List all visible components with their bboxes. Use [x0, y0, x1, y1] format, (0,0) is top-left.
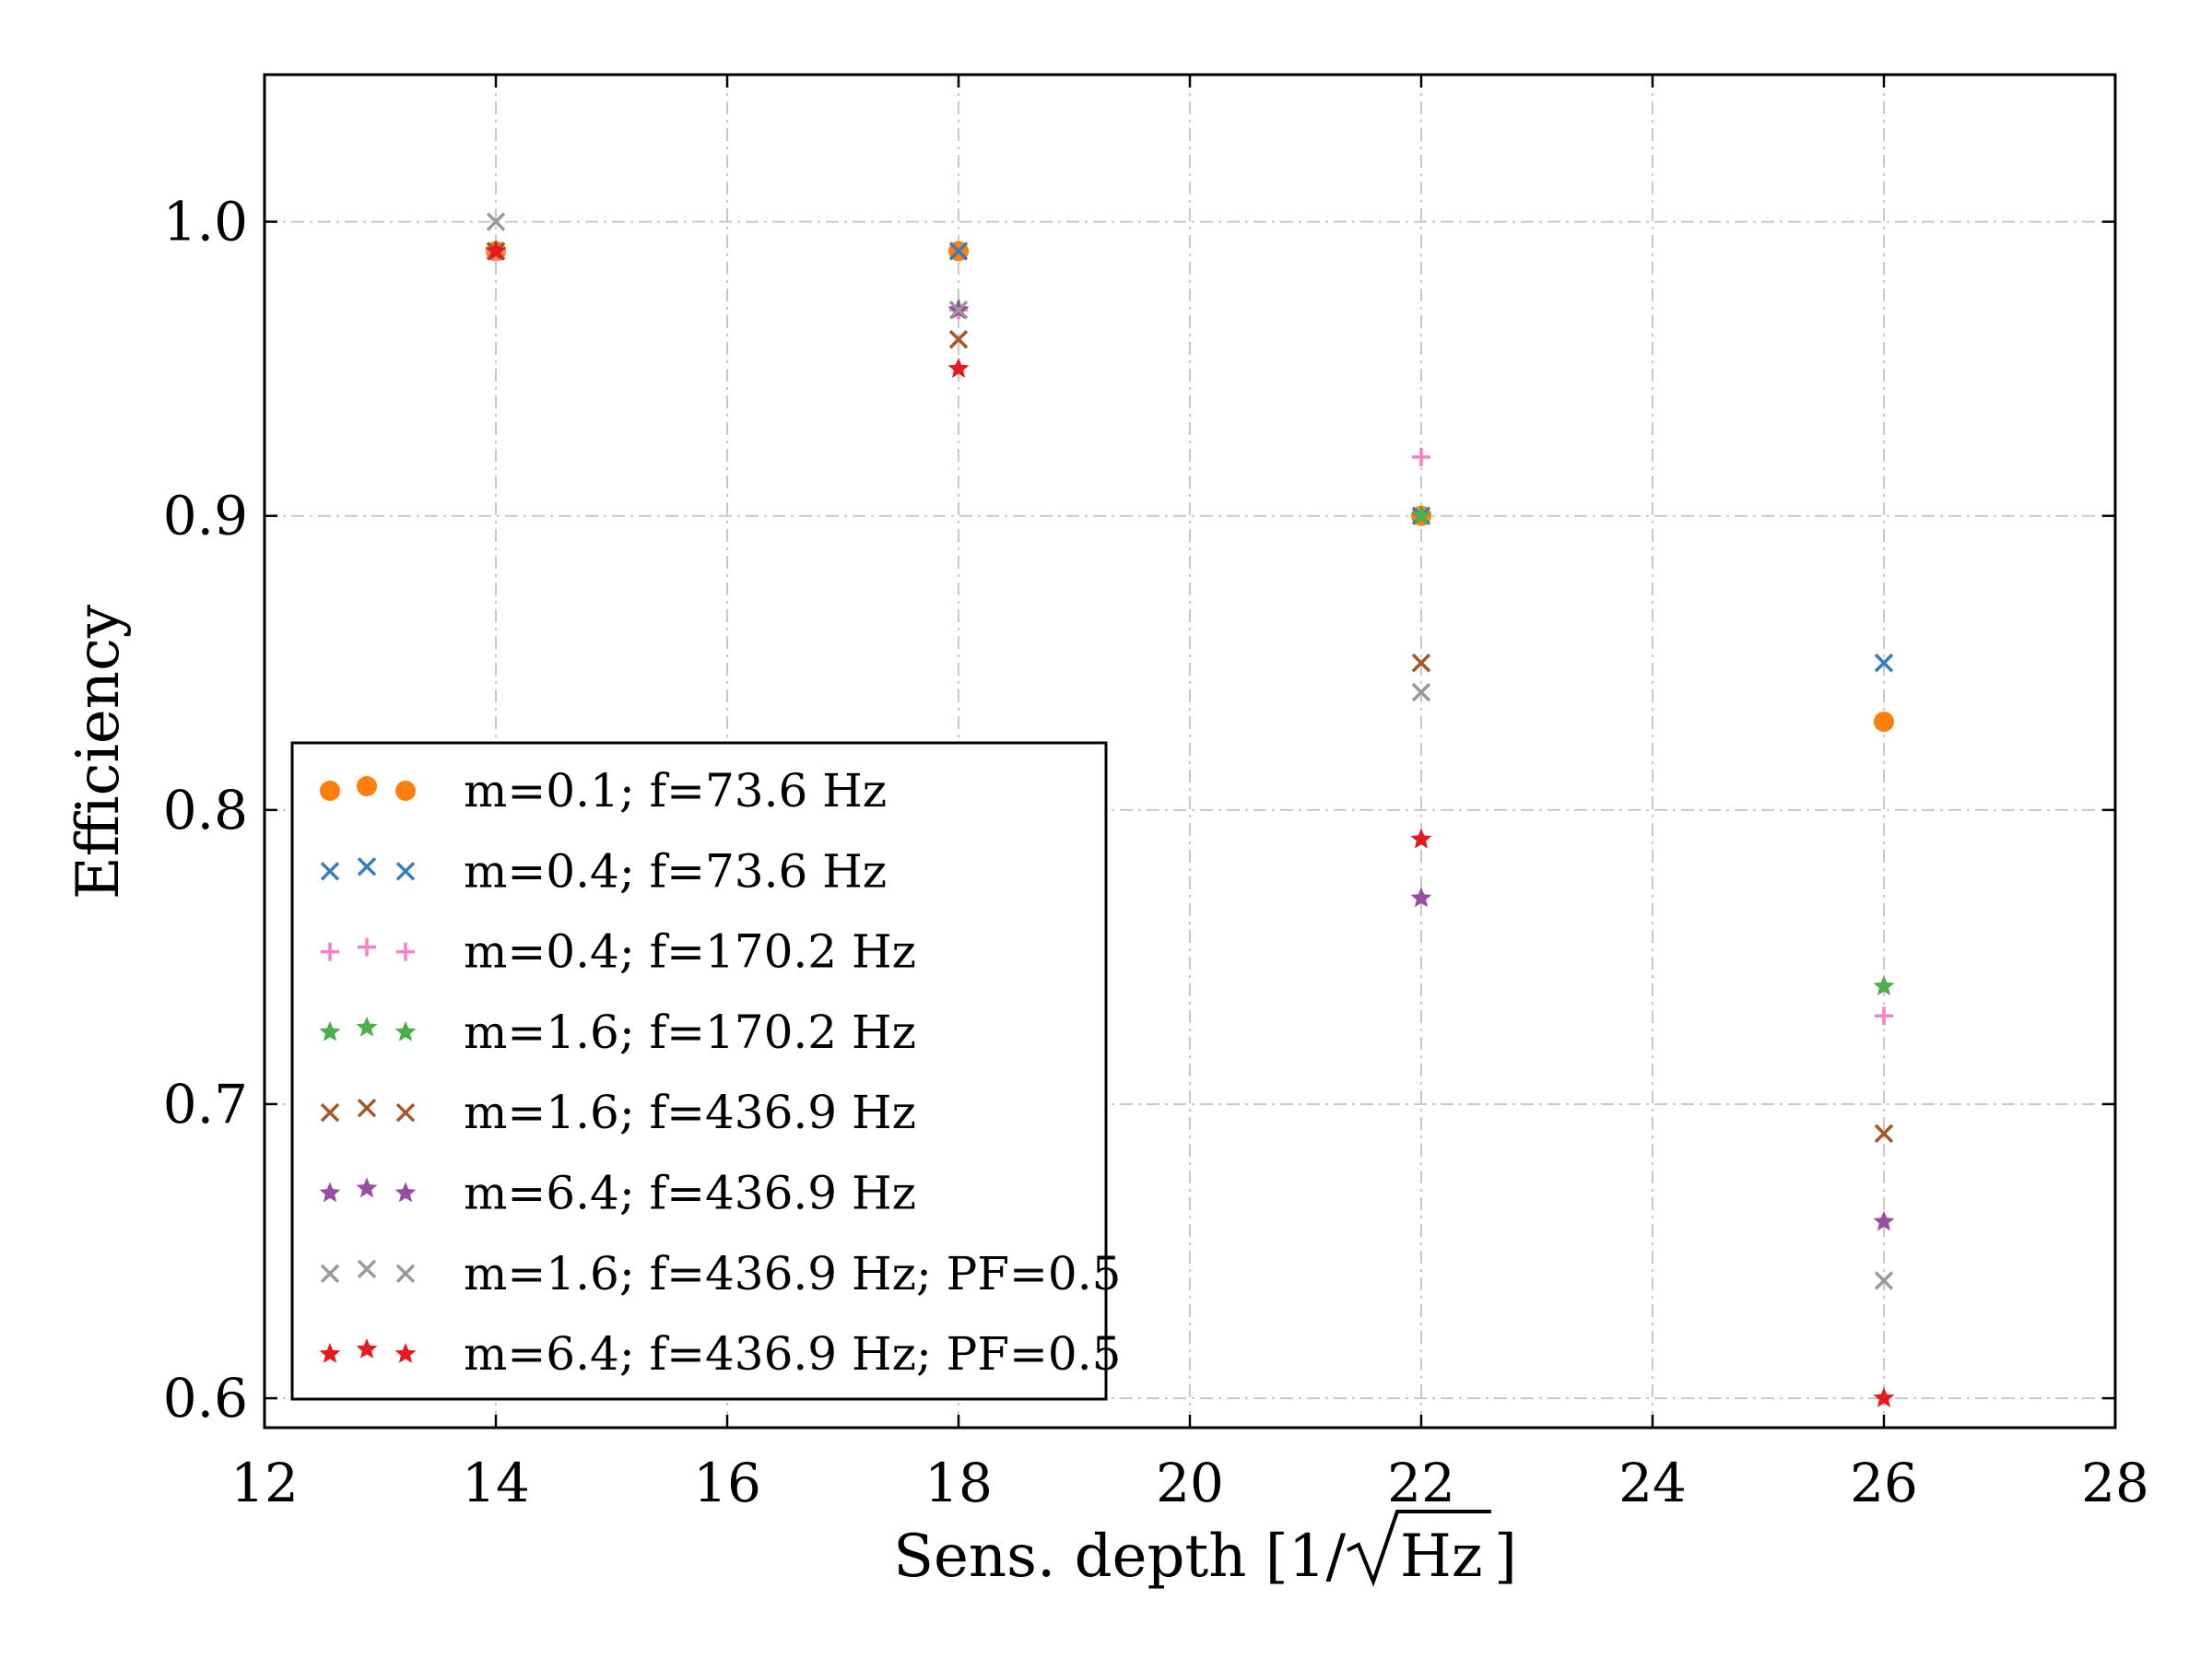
y-tick-labels: 0.6 0.7 0.8 0.9 1.0 [163, 191, 248, 1430]
legend-label: m=1.6; f=170.2 Hz [464, 1006, 916, 1059]
y-tick-label: 0.6 [163, 1367, 248, 1430]
series-8 [485, 240, 1895, 1407]
data-point [1874, 653, 1894, 673]
legend-label: m=6.4; f=436.9 Hz [464, 1167, 916, 1220]
legend-marker [395, 1102, 416, 1123]
data-point [1873, 975, 1895, 996]
legend-marker [394, 1020, 417, 1041]
x-axis-label: Sens. depth [1/ Hz ] [893, 1510, 1517, 1591]
legend-marker [395, 1264, 416, 1284]
data-point [948, 241, 969, 261]
legend-label: m=6.4; f=436.9 Hz; PF=0.5 [464, 1327, 1121, 1381]
x-tick-label: 18 [924, 1452, 993, 1514]
legend-item: m=6.4; f=436.9 Hz [319, 1167, 916, 1220]
y-tick-label: 1.0 [163, 191, 248, 253]
x-tick-label: 22 [1387, 1452, 1455, 1514]
legend-marker [321, 942, 339, 961]
legend: m=0.1; f=73.6 Hz m=0.4; f=73.6 Hz m=0.4; f… [290, 741, 1121, 1401]
y-tick-label: 0.7 [163, 1073, 248, 1135]
legend-marker [395, 862, 416, 881]
x-tick-label: 16 [693, 1452, 761, 1514]
x-axis-label-main: Sens. depth [1/ [893, 1523, 1346, 1591]
data-point [1411, 682, 1431, 702]
legend-marker [357, 1098, 377, 1118]
x-axis-label-sqrt-term: Hz [1400, 1523, 1483, 1591]
x-tick-label: 28 [2081, 1452, 2149, 1514]
data-point [1412, 447, 1430, 466]
x-tick-label: 14 [462, 1452, 530, 1514]
legend-item: m=0.4; f=73.6 Hz [320, 844, 887, 898]
legend-marker [394, 1182, 417, 1203]
legend-marker [356, 1177, 378, 1198]
x-tick-label: 24 [1618, 1452, 1687, 1514]
legend-item: m=0.1; f=73.6 Hz [320, 764, 887, 818]
legend-marker [356, 1338, 378, 1359]
legend-marker [358, 937, 376, 957]
x-tick-label: 26 [1850, 1452, 1918, 1514]
sqrt-symbol [1347, 1510, 1491, 1587]
legend-marker [320, 1102, 340, 1123]
legend-label: m=1.6; f=436.9 Hz [464, 1086, 916, 1139]
x-tick-label: 12 [230, 1452, 299, 1514]
legend-label: m=0.4; f=73.6 Hz [464, 844, 887, 898]
legend-marker [356, 1016, 378, 1037]
data-point [1874, 1124, 1894, 1144]
legend-marker [319, 1182, 341, 1203]
x-tick-label: 20 [1156, 1452, 1224, 1514]
data-points [485, 212, 1895, 1407]
legend-marker [395, 781, 416, 801]
legend-marker [320, 862, 340, 881]
axis-ticks [263, 75, 2117, 1428]
legend-marker [320, 781, 340, 801]
y-tick-label: 0.8 [163, 779, 248, 841]
legend-label: m=0.1; f=73.6 Hz [464, 764, 887, 818]
legend-marker [357, 1259, 377, 1279]
legend-item: m=6.4; f=436.9 Hz; PF=0.5 [319, 1327, 1121, 1381]
legend-marker [357, 776, 377, 796]
legend-marker [394, 1343, 417, 1363]
legend-marker [319, 1343, 341, 1363]
legend-marker [396, 942, 415, 961]
data-point [1410, 828, 1432, 849]
data-point [485, 240, 507, 261]
data-point [1874, 1271, 1894, 1290]
data-point [1874, 712, 1894, 733]
legend-label: m=0.4; f=170.2 Hz [464, 925, 916, 979]
y-axis-label: Efficiency [65, 605, 133, 900]
legend-label: m=1.6; f=436.9 Hz; PF=0.5 [464, 1247, 1121, 1300]
series-7 [486, 212, 1894, 1290]
x-axis-label-close: ] [1494, 1523, 1517, 1591]
data-point [1411, 653, 1431, 673]
legend-item: m=0.4; f=170.2 Hz [321, 925, 916, 979]
data-point [1410, 887, 1432, 908]
data-point [947, 358, 970, 378]
data-point [948, 329, 969, 349]
legend-marker [320, 1264, 340, 1284]
legend-item: m=1.6; f=436.9 Hz; PF=0.5 [320, 1247, 1121, 1300]
data-point [1873, 1387, 1895, 1407]
y-tick-label: 0.9 [163, 485, 248, 547]
x-tick-labels: 12 14 16 18 20 22 24 26 28 [230, 1452, 2149, 1514]
data-point [948, 300, 969, 320]
data-point [1875, 1006, 1893, 1026]
data-point [1873, 1210, 1895, 1231]
legend-item: m=1.6; f=436.9 Hz [320, 1086, 916, 1139]
legend-item: m=1.6; f=170.2 Hz [319, 1006, 916, 1059]
legend-box [290, 741, 1108, 1401]
legend-marker [319, 1020, 341, 1041]
data-point [486, 212, 506, 231]
data-point [1410, 504, 1432, 525]
legend-marker [357, 857, 377, 877]
